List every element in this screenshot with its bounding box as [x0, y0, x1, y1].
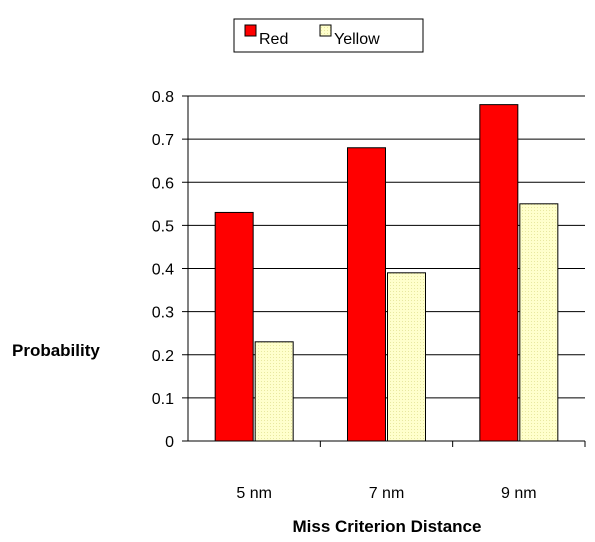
legend-swatch-yellow [319, 24, 332, 37]
legend-label-red: Red [259, 31, 288, 48]
bar-red-5nm [214, 211, 254, 442]
y-tick-label: 0.6 [152, 175, 174, 192]
legend: Red Yellow [233, 18, 424, 53]
x-tick-label: 7 nm [369, 485, 405, 502]
bar-yellow-7nm [387, 272, 426, 442]
x-tick-label: 5 nm [236, 485, 272, 502]
y-tick-label: 0.2 [152, 348, 174, 365]
legend-label-yellow: Yellow [334, 31, 380, 48]
y-tick-label: 0 [165, 434, 174, 451]
bar-red-7nm [347, 147, 386, 442]
y-axis-title: Probability [12, 341, 100, 360]
y-tick-label: 0.8 [152, 89, 174, 106]
y-tick-label: 0.3 [152, 305, 174, 322]
bar-yellow-5nm [254, 341, 294, 442]
y-tick-label: 0.5 [152, 218, 174, 235]
y-tick-label: 0.1 [152, 391, 174, 408]
x-tick-label: 9 nm [501, 485, 537, 502]
y-tick-label: 0.7 [152, 132, 174, 149]
plot-area: 0 0.1 0.2 0.3 0.4 0.5 0.6 0.7 0.8 5 nm 7 nm 9 nm [152, 89, 586, 502]
bar-yellow-9nm [519, 203, 559, 442]
legend-swatch-red [244, 24, 257, 37]
bar-red-9nm [479, 104, 519, 442]
y-tick-label: 0.4 [152, 262, 174, 279]
x-axis-title: Miss Criterion Distance [293, 517, 482, 536]
